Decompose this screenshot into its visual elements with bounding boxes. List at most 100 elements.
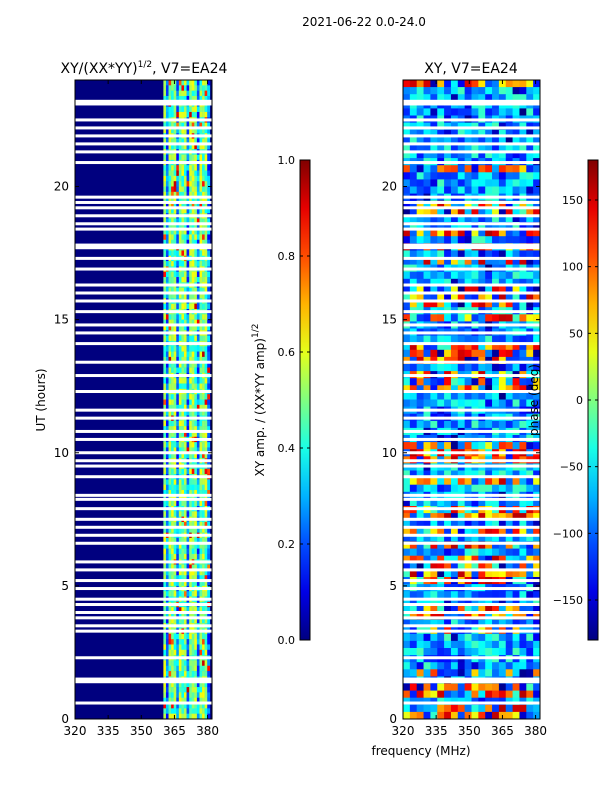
phase-cell: [512, 87, 520, 95]
band-cell: [173, 351, 177, 358]
phase-cell: [498, 477, 507, 485]
phase-cell: [492, 470, 500, 478]
phase-cell: [526, 349, 534, 358]
phase-cell: [409, 697, 417, 706]
band-cell: [171, 170, 174, 177]
band-cell: [207, 543, 211, 549]
flagged-row: [75, 493, 212, 497]
band-cell: [176, 660, 180, 667]
colorbar-amplitude: 0.00.20.40.60.81.0 XY amp. / (XX*YY amp)…: [251, 154, 311, 647]
band-cell: [199, 511, 203, 517]
band-cell: [202, 181, 205, 187]
phase-cell: [437, 136, 445, 145]
band-cell: [163, 122, 167, 129]
band-cell: [173, 239, 177, 246]
phase-cell: [498, 633, 507, 642]
phase-cell: [450, 200, 459, 209]
band-cell: [181, 639, 185, 645]
phase-cell: [423, 513, 431, 521]
band-cell: [196, 234, 200, 241]
phase-cell: [437, 250, 445, 258]
band-cell: [196, 617, 200, 624]
phase-cell: [492, 378, 500, 386]
phase-cell: [505, 399, 513, 407]
phase-cell: [471, 250, 479, 258]
band-cell: [181, 223, 185, 230]
band-cell: [184, 394, 187, 400]
phase-cell: [444, 420, 452, 429]
phase-cell: [416, 151, 424, 159]
phase-cell: [485, 591, 493, 599]
band-cell: [189, 223, 193, 230]
band-cell: [186, 575, 190, 581]
phase-cell: [471, 143, 479, 152]
phase-cell: [519, 477, 527, 485]
phase-cell: [409, 271, 417, 280]
phase-cell: [526, 640, 534, 649]
phase-cell: [430, 87, 438, 95]
phase-cell: [403, 683, 411, 691]
phase-cell: [505, 80, 513, 88]
phase-cell: [485, 569, 493, 578]
band-cell: [199, 170, 203, 177]
band-cell: [204, 639, 208, 645]
band-cell: [196, 665, 200, 672]
band-cell: [204, 442, 208, 448]
phase-cell: [478, 697, 486, 706]
band-cell: [171, 202, 174, 209]
band-cell: [194, 383, 198, 390]
band-cell: [176, 378, 180, 384]
band-cell: [168, 569, 172, 576]
phase-cell: [471, 697, 479, 706]
band-cell: [168, 708, 172, 714]
band-cell: [204, 122, 208, 129]
band-cell: [204, 170, 208, 177]
phase-cell: [471, 80, 479, 88]
band-cell: [194, 335, 198, 342]
phase-cell: [519, 257, 527, 265]
band-cell: [191, 442, 195, 448]
phase-cell: [464, 420, 472, 429]
band-cell: [207, 511, 211, 517]
phase-cell: [478, 442, 486, 450]
band-cell: [204, 410, 208, 416]
band-cell: [189, 521, 193, 528]
band-cell: [199, 394, 203, 400]
band-cell: [181, 303, 185, 310]
band-cell: [181, 175, 185, 182]
band-cell: [184, 165, 187, 171]
phase-cell: [409, 477, 417, 485]
phase-cell: [498, 442, 507, 450]
band-cell: [204, 127, 208, 134]
phase-cell: [409, 342, 417, 351]
band-cell: [196, 569, 200, 576]
phase-cell: [526, 80, 534, 88]
band-cell: [191, 548, 195, 555]
band-cell: [186, 314, 190, 320]
phase-cell: [457, 151, 465, 159]
band-cell: [173, 703, 177, 709]
phase-cell: [444, 136, 452, 145]
phase-cell: [533, 278, 541, 287]
band-cell: [173, 250, 177, 257]
band-cell: [168, 639, 172, 645]
band-cell: [189, 399, 193, 406]
band-cell: [176, 181, 180, 187]
band-cell: [176, 356, 180, 363]
phase-cell: [492, 151, 500, 159]
band-cell: [178, 138, 182, 145]
flagged-row: [75, 214, 212, 218]
phase-cell: [457, 136, 465, 145]
band-cell: [199, 521, 203, 528]
band-cell: [194, 697, 198, 704]
band-cell: [165, 191, 169, 198]
panel2-phase-cells: [403, 80, 541, 720]
phase-cell: [498, 399, 507, 407]
phase-cell: [450, 569, 459, 578]
band-cell: [181, 527, 185, 533]
phase-cell: [478, 80, 486, 88]
band-cell: [184, 591, 187, 597]
flagged-row: [403, 497, 540, 501]
band-cell: [168, 175, 172, 182]
flagged-row: [75, 390, 212, 394]
